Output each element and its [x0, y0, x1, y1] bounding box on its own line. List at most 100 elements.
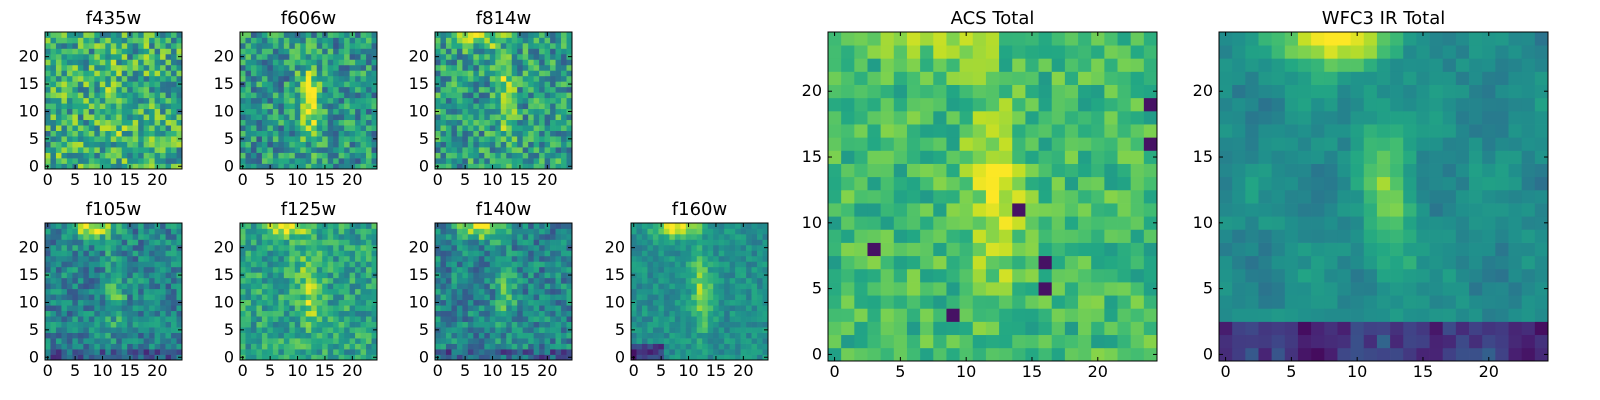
heatmap-cell [316, 294, 323, 301]
heatmap-cell [658, 277, 665, 284]
heatmap-cell [45, 75, 51, 82]
heatmap-cell [467, 42, 474, 49]
heatmap-cell [267, 277, 274, 284]
heatmap-cell [440, 37, 447, 44]
heatmap-cell [652, 299, 659, 306]
heatmap-cell [50, 233, 57, 240]
heatmap-cell [121, 255, 128, 262]
heatmap-cell [506, 59, 513, 66]
heatmap-cell [250, 163, 257, 170]
heatmap-cell [489, 92, 496, 99]
heatmap-cell [456, 305, 463, 312]
heatmap-cell [1143, 216, 1158, 230]
heatmap-cell [294, 228, 301, 235]
heatmap-cell [116, 152, 123, 159]
heatmap-cell [641, 255, 648, 262]
heatmap-cell [566, 152, 573, 159]
heatmap-cell [445, 272, 452, 279]
heatmap-cell [94, 310, 101, 317]
heatmap-cell [360, 119, 367, 126]
heatmap-cell [946, 242, 960, 257]
heatmap-cell [506, 250, 513, 257]
heatmap-cell [154, 86, 161, 93]
heatmap-cell [165, 42, 172, 49]
heatmap-cell [500, 59, 507, 66]
heatmap-cell [555, 130, 562, 137]
heatmap-cell [360, 97, 367, 104]
heatmap-cell [316, 239, 323, 246]
heatmap-cell [484, 310, 491, 317]
heatmap-cell [539, 255, 545, 262]
heatmap-cell [333, 239, 339, 246]
heatmap-cell [327, 310, 334, 317]
heatmap-cell [544, 81, 551, 88]
heatmap-cell [165, 294, 172, 301]
heatmap-cell [1051, 268, 1066, 283]
heatmap-cell [467, 130, 474, 137]
heatmap-cell [176, 48, 183, 55]
heatmap-cell [762, 332, 769, 339]
heatmap-cell [489, 42, 496, 49]
heatmap-cell [663, 283, 670, 290]
heatmap-cell [344, 103, 350, 110]
heatmap-cell [261, 136, 268, 142]
heatmap-cell [116, 48, 123, 55]
heatmap-cell [50, 244, 57, 251]
heatmap-cell [240, 141, 246, 148]
heatmap-cell [176, 277, 183, 284]
heatmap-cell [484, 316, 491, 322]
heatmap-cell [544, 64, 551, 71]
heatmap-cell [240, 277, 246, 284]
heatmap-cell [283, 141, 290, 148]
heatmap-cell [1051, 347, 1066, 362]
heatmap-cell [484, 294, 491, 301]
heatmap-cell [61, 64, 68, 71]
heatmap-cell [132, 70, 139, 77]
heatmap-cell [143, 125, 150, 131]
heatmap-cell [132, 338, 139, 344]
heatmap-cell [555, 147, 562, 153]
heatmap-cell [294, 261, 301, 268]
heatmap-cell [539, 250, 545, 257]
heatmap-cell [473, 42, 480, 49]
heatmap-cell [327, 103, 334, 110]
heatmap-cell [462, 272, 469, 279]
heatmap-cell [88, 97, 95, 104]
heatmap-cell [854, 216, 868, 230]
heatmap-cell [261, 125, 268, 131]
heatmap-cell [261, 53, 268, 60]
heatmap-cell [533, 70, 540, 77]
heatmap-cell [105, 141, 112, 148]
heatmap-cell [707, 332, 714, 339]
heatmap-cell [451, 114, 458, 121]
heatmap-cell [696, 294, 703, 301]
heatmap-cell [127, 114, 134, 121]
heatmap-cell [506, 283, 513, 290]
heatmap-cell [261, 59, 268, 66]
heatmap-cell [371, 255, 378, 262]
heatmap-cell [289, 108, 296, 115]
heatmap-cell [484, 283, 491, 290]
heatmap-cell [506, 239, 513, 246]
heatmap-cell [77, 32, 84, 38]
heatmap-cell [88, 130, 95, 137]
heatmap-cell [691, 277, 698, 284]
heatmap-cell [445, 141, 452, 148]
heatmap-cell [972, 216, 987, 230]
heatmap-cell [561, 272, 567, 279]
heatmap-cell [338, 288, 345, 295]
heatmap-cell [305, 125, 312, 131]
heatmap-cell [355, 86, 361, 93]
heatmap-cell [344, 228, 350, 235]
heatmap-cell [322, 343, 329, 350]
heatmap-cell [680, 316, 687, 322]
heatmap-cell [333, 327, 339, 333]
heatmap-cell [500, 158, 507, 164]
axes-frame [44, 31, 183, 170]
heatmap-cell [66, 141, 73, 148]
heatmap-cell [663, 244, 670, 251]
heatmap-cell [435, 332, 441, 339]
heatmap-cell [566, 92, 573, 99]
heatmap-cell [517, 233, 524, 240]
heatmap-cell [841, 347, 855, 362]
